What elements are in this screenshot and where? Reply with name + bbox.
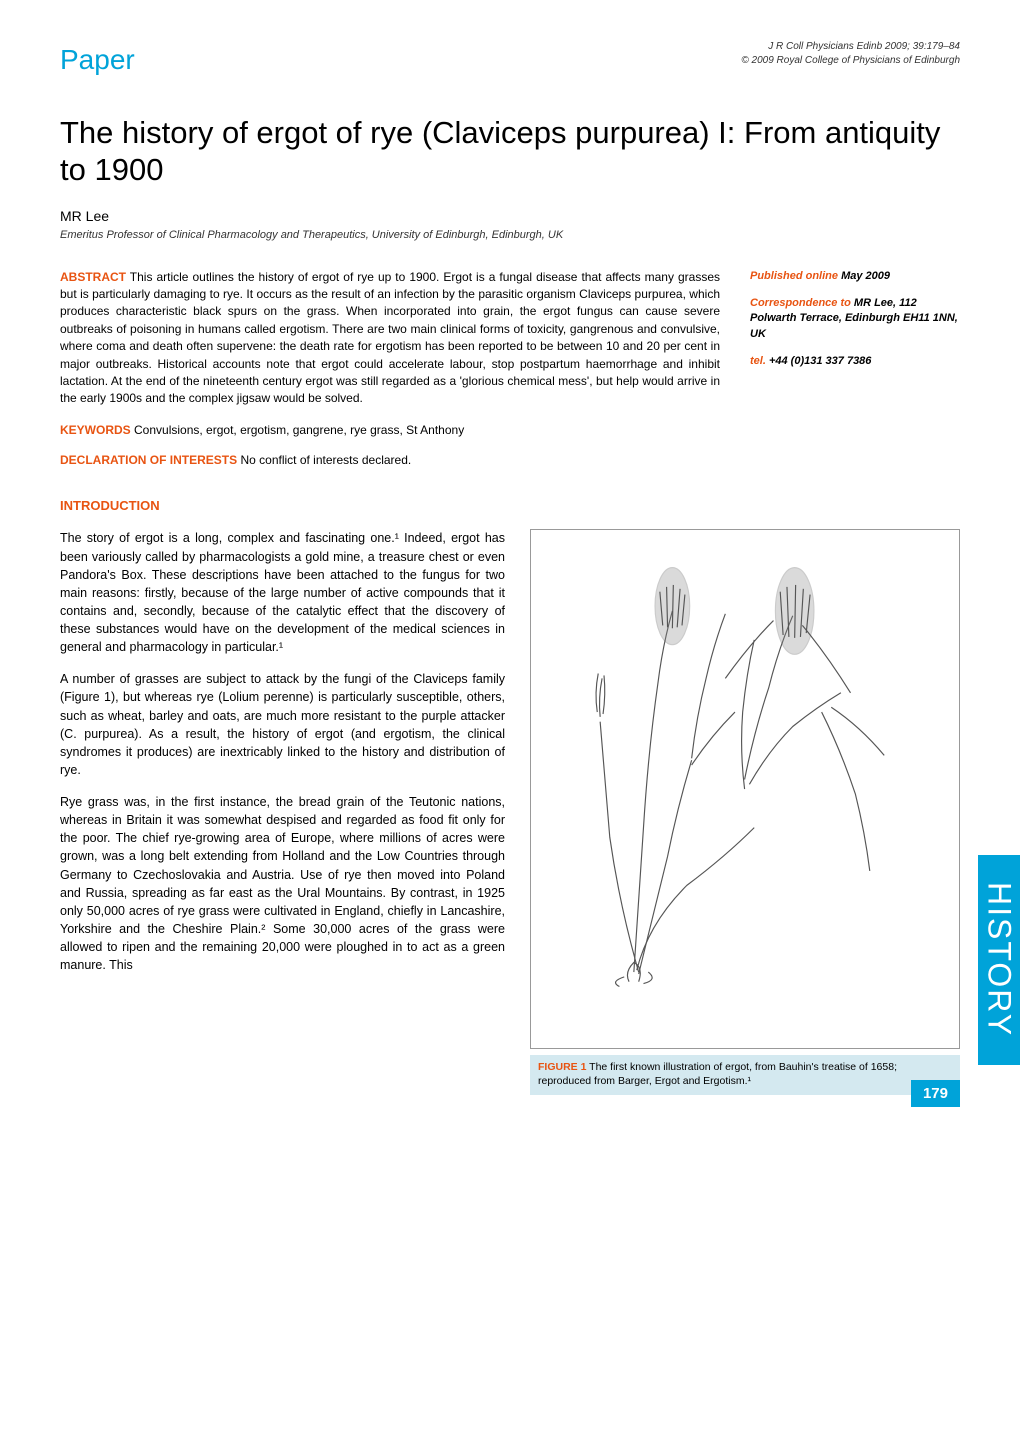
history-tab: HISTORY [978,855,1020,1065]
header-row: Paper J R Coll Physicians Edinb 2009; 39… [60,40,960,79]
page-number: 179 [911,1080,960,1107]
citation-line-2: © 2009 Royal College of Physicians of Ed… [741,54,960,68]
author-name: MR Lee [60,207,960,227]
figure-label: FIGURE 1 [538,1061,586,1073]
author-affiliation: Emeritus Professor of Clinical Pharmacol… [60,228,960,243]
abstract-paragraph: ABSTRACT This article outlines the histo… [60,269,720,408]
abstract-label: ABSTRACT [60,270,126,284]
figure-caption: FIGURE 1 The first known illustration of… [530,1055,960,1094]
abstract-column: ABSTRACT This article outlines the histo… [60,269,720,470]
paragraph-1: The story of ergot is a long, complex an… [60,529,505,656]
declaration-label: DECLARATION OF INTERESTS [60,453,237,467]
text-column: The story of ergot is a long, complex an… [60,529,505,1094]
sidebar-column: Published online May 2009 Correspondence… [750,269,960,470]
figure-caption-text: The first known illustration of ergot, f… [538,1061,897,1087]
published-value: May 2009 [841,270,890,282]
declaration-row: DECLARATION OF INTERESTS No conflict of … [60,452,720,469]
ergot-illustration [552,556,937,1022]
tel-label: tel. [750,355,766,367]
keywords-text: Convulsions, ergot, ergotism, gangrene, … [134,423,464,437]
figure-column: FIGURE 1 The first known illustration of… [530,529,960,1094]
section-label: Paper [60,40,135,79]
introduction-heading: INTRODUCTION [60,497,960,515]
published-block: Published online May 2009 [750,269,960,284]
keywords-label: KEYWORDS [60,423,131,437]
correspondence-block: Correspondence to MR Lee, 112 Polwarth T… [750,296,960,342]
abstract-body: This article outlines the history of erg… [60,270,720,406]
citation-block: J R Coll Physicians Edinb 2009; 39:179–8… [741,40,960,68]
tel-block: tel. +44 (0)131 337 7386 [750,354,960,369]
abstract-row: ABSTRACT This article outlines the histo… [60,269,960,470]
paragraph-3: Rye grass was, in the first instance, th… [60,793,505,974]
figure-box [530,529,960,1049]
correspondence-label: Correspondence to [750,297,851,309]
declaration-text: No conflict of interests declared. [240,453,411,467]
tel-value: +44 (0)131 337 7386 [769,355,871,367]
content-row: The story of ergot is a long, complex an… [60,529,960,1094]
article-title: The history of ergot of rye (Claviceps p… [60,114,960,188]
published-label: Published online [750,270,838,282]
keywords-row: KEYWORDS Convulsions, ergot, ergotism, g… [60,422,720,439]
paragraph-2: A number of grasses are subject to attac… [60,670,505,779]
citation-line-1: J R Coll Physicians Edinb 2009; 39:179–8… [741,40,960,54]
